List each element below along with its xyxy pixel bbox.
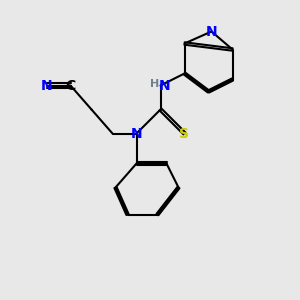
Text: C: C xyxy=(65,79,76,92)
Text: N: N xyxy=(159,79,171,92)
Text: H: H xyxy=(151,79,160,89)
Text: N: N xyxy=(131,127,142,140)
Text: N: N xyxy=(41,79,52,92)
Text: N: N xyxy=(206,25,217,38)
Text: S: S xyxy=(179,127,190,140)
